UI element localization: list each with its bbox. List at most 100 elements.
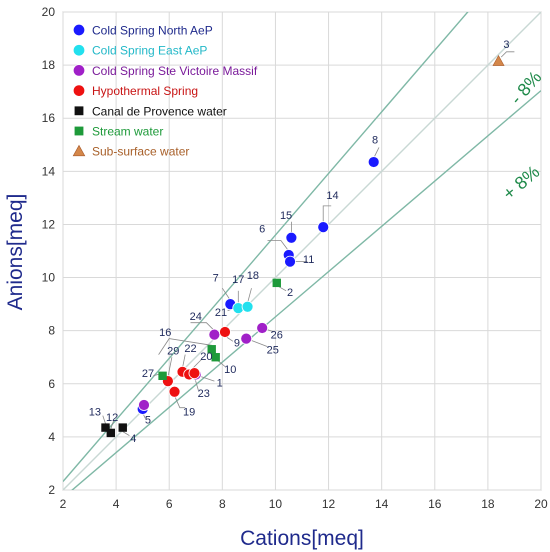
legend-label: Cold Spring North AeP: [92, 24, 213, 38]
data-point: [207, 345, 216, 354]
point-label: 29: [167, 346, 179, 358]
label-leader: [158, 338, 212, 355]
reference-line: [63, 12, 469, 482]
point-label: 6: [259, 223, 265, 235]
x-tick-label: 16: [428, 497, 442, 511]
legend-marker: [72, 84, 86, 97]
point-label: 27: [142, 368, 154, 380]
point-label: 13: [89, 407, 101, 419]
label-leader: [174, 395, 186, 409]
point-label: 26: [271, 330, 283, 342]
point-label: 12: [106, 412, 118, 424]
legend-label: Hypothermal Spring: [92, 84, 198, 98]
legend-marker: [74, 126, 84, 136]
y-tick-label: 16: [42, 111, 56, 125]
data-point: [367, 156, 380, 168]
data-point: [138, 399, 150, 411]
point-label: 10: [224, 364, 236, 376]
x-tick-label: 4: [113, 497, 120, 511]
y-tick-label: 8: [48, 324, 55, 338]
point-label: 9: [234, 338, 240, 350]
legend-label: Cold Spring East AeP: [92, 44, 207, 58]
x-tick-label: 2: [60, 497, 67, 511]
data-point: [272, 278, 281, 288]
label-leader: [322, 205, 332, 224]
point-label: 1: [217, 377, 223, 389]
legend-marker: [74, 106, 84, 116]
y-tick-label: 4: [48, 430, 55, 444]
data-points: [101, 55, 505, 438]
point-label: 20: [200, 351, 212, 363]
data-point: [256, 322, 269, 334]
data-point: [285, 231, 298, 244]
point-label: 4: [130, 433, 136, 445]
point-label: 16: [159, 327, 171, 339]
label-leader: [122, 431, 130, 436]
y-axis-title: Anions[meq]: [4, 194, 27, 311]
y-tick-label: 20: [42, 5, 56, 19]
point-labels: 8 14 15 6 11 7 17 18 2 21 24 26 9 25 16 29 22 20 10 27 1 2319…: [89, 39, 510, 445]
point-label: 22: [184, 343, 196, 355]
x-tick-label: 18: [481, 497, 495, 511]
point-label: 23: [198, 388, 210, 400]
data-point: [106, 428, 115, 438]
legend-marker: [72, 64, 86, 77]
grid-lines: [62, 11, 542, 491]
data-point: [240, 332, 253, 345]
point-label: 8: [372, 134, 378, 146]
data-point: [211, 353, 220, 362]
label-leader: [267, 239, 290, 252]
point-label: 19: [183, 407, 195, 419]
y-tick-label: 12: [42, 217, 56, 231]
legend-label: Cold Spring Ste Victoire Massif: [92, 64, 258, 78]
x-tick-label: 12: [322, 497, 336, 511]
label-leader: [247, 288, 252, 303]
data-point: [219, 326, 231, 338]
label-leader: [167, 357, 173, 378]
legend-marker: [72, 44, 86, 57]
point-label: 21: [215, 307, 227, 319]
point-label: 25: [267, 344, 279, 356]
x-tick-label: 8: [219, 497, 226, 511]
x-tick-label: 20: [534, 497, 548, 511]
data-point: [118, 423, 127, 432]
data-point: [188, 367, 201, 380]
point-label: 17: [232, 274, 244, 286]
label-leader: [500, 51, 515, 58]
point-label: 24: [190, 311, 202, 323]
point-label: 14: [326, 190, 338, 202]
point-label: 18: [247, 270, 259, 282]
label-leader: [190, 322, 215, 331]
x-tick-label: 10: [269, 497, 283, 511]
y-tick-label: 14: [42, 164, 56, 178]
point-label: 7: [213, 273, 219, 285]
point-label: 11: [303, 254, 314, 266]
legend-label: Sub-surface water: [92, 145, 189, 159]
label-leader: [221, 287, 231, 301]
reference-line: [71, 90, 541, 490]
y-tick-label: 2: [48, 483, 55, 497]
data-point: [241, 300, 254, 313]
data-point: [284, 255, 296, 268]
point-label: 2: [287, 287, 293, 299]
label-leader: [102, 415, 106, 424]
data-point: [492, 55, 505, 66]
data-point: [168, 385, 181, 398]
data-point: [317, 221, 330, 234]
data-point: [208, 328, 221, 341]
label-leader: [250, 339, 268, 347]
legend: Cold Spring North AeP Cold Spring East Ae…: [72, 23, 258, 159]
label-leader: [110, 420, 114, 430]
point-label: 15: [280, 210, 292, 222]
y-tick-label: 10: [42, 271, 56, 285]
x-tick-label: 6: [166, 497, 173, 511]
legend-marker: [72, 144, 86, 157]
y-tick-label: 6: [48, 377, 55, 391]
data-point: [101, 423, 110, 432]
x-axis-title: Cations[meq]: [240, 527, 364, 550]
point-label: 5: [145, 415, 151, 427]
legend-marker: [72, 23, 86, 37]
data-point: [158, 371, 167, 381]
